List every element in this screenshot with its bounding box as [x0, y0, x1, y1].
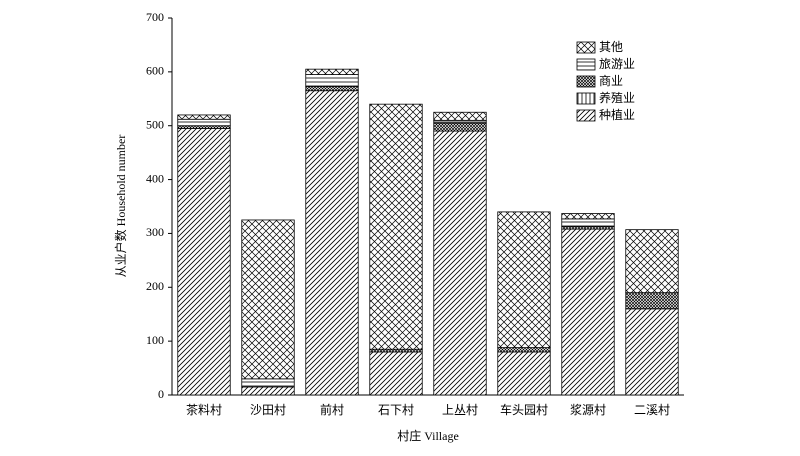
y-tick-label: 100	[146, 333, 164, 347]
legend-swatch	[576, 109, 596, 122]
bar-segment	[497, 351, 551, 396]
y-tick-label: 0	[158, 387, 164, 401]
bar-segment	[177, 118, 231, 127]
y-tick-label: 300	[146, 225, 164, 239]
x-tick-label: 浆源村	[570, 402, 606, 417]
y-tick-label: 700	[146, 10, 164, 24]
bar-segment	[433, 130, 487, 396]
bar-segment	[369, 103, 423, 350]
bar-segment	[177, 125, 231, 129]
y-tick-label: 400	[146, 171, 164, 185]
x-tick-label: 前村	[320, 402, 344, 417]
bar-segment	[241, 378, 295, 388]
bar-segment	[497, 211, 551, 349]
bar-segment	[305, 90, 359, 396]
legend-swatch	[576, 92, 596, 105]
legend-label: 旅游业	[599, 57, 635, 71]
legend-swatch	[576, 58, 596, 71]
x-tick-label: 上丛村	[442, 403, 478, 417]
y-tick-label: 600	[146, 64, 164, 78]
bar-segment	[241, 386, 295, 396]
bar-segment	[561, 226, 615, 230]
bar-segment	[305, 85, 359, 92]
x-tick-label: 二溪村	[634, 403, 670, 417]
bar-segment	[177, 128, 231, 396]
bar-segment	[625, 229, 679, 294]
bar-segment	[433, 119, 487, 124]
legend-swatch	[576, 75, 596, 88]
x-tick-label: 茶料村	[186, 402, 222, 417]
y-tick-label: 500	[146, 117, 164, 131]
x-tick-label: 石下村	[378, 403, 414, 417]
bar-segment	[369, 348, 423, 353]
x-tick-label: 沙田村	[250, 403, 286, 417]
bar-segment	[433, 122, 487, 132]
bar-segment	[305, 68, 359, 75]
bar-segment	[625, 292, 679, 310]
legend-swatch	[576, 41, 596, 54]
y-tick-label: 200	[146, 279, 164, 293]
bar-segment	[497, 347, 551, 353]
bar-segment	[305, 74, 359, 87]
bar-segment	[433, 111, 487, 121]
legend-label: 种植业	[599, 107, 635, 122]
bar-segment	[241, 219, 295, 380]
legend-label: 养殖业	[599, 90, 635, 105]
x-tick-label: 车头园村	[500, 402, 548, 417]
bar-segment	[625, 308, 679, 396]
bar-segment	[369, 351, 423, 396]
x-axis-label: 村庄 Village	[397, 428, 459, 443]
legend-label: 其他	[599, 40, 623, 54]
bar-segment	[561, 228, 615, 396]
bar-segment	[177, 114, 231, 120]
y-axis-label: 从业户数 Household number	[113, 135, 128, 278]
bar-segment	[561, 213, 615, 220]
bar-segment	[561, 218, 615, 227]
legend-label: 商业	[599, 73, 623, 88]
